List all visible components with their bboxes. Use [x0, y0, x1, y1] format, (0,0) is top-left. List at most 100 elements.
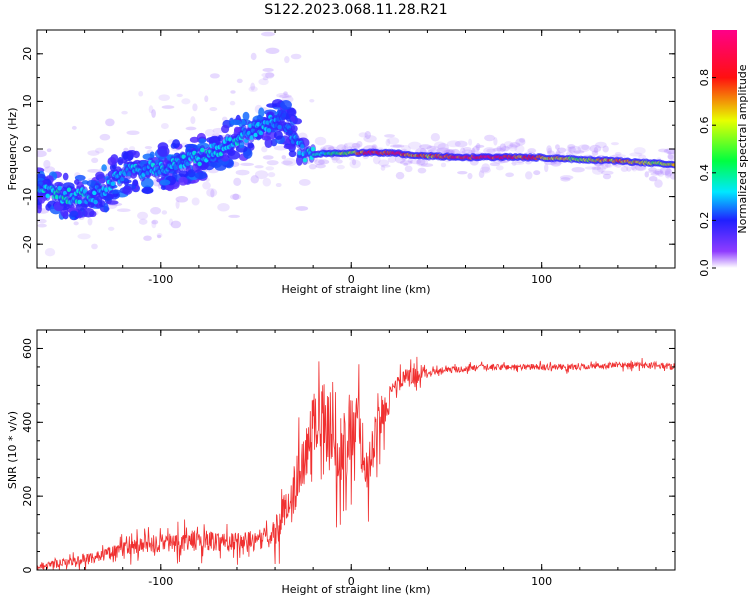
spectrum-blob: [266, 103, 278, 108]
spectrum-haze: [356, 140, 363, 148]
spectrum-haze: [258, 78, 269, 86]
spectrum-haze: [265, 47, 280, 54]
spectrum-haze: [556, 147, 567, 153]
spectrum-blob: [101, 164, 107, 172]
spectrum-haze: [409, 159, 422, 165]
spectrum-haze: [638, 154, 647, 160]
spectrum-blob: [86, 180, 97, 187]
spectrum-haze: [44, 247, 56, 257]
spectrum-haze: [71, 125, 77, 130]
spectrum-haze: [265, 166, 275, 171]
spectrum-blob: [62, 172, 69, 181]
spectrogram-xlabel: Height of straight line (km): [281, 283, 430, 296]
snr-frame: [36, 329, 676, 571]
spectrum-haze: [250, 175, 259, 184]
snr-ytick-label: 600: [21, 338, 34, 359]
spectrum-haze: [591, 150, 599, 156]
spectrum-haze: [358, 132, 368, 138]
spectrum-haze: [209, 73, 220, 79]
spectrum-haze: [519, 137, 526, 143]
spectrum-haze: [94, 147, 105, 154]
colorbar-gradient: [712, 30, 737, 268]
spectrum-haze: [416, 158, 426, 166]
colorbar-tick-label: 0.2: [698, 212, 711, 230]
spectrum-haze: [323, 144, 335, 152]
spectrum-blob: [288, 150, 297, 158]
spectrum-haze: [37, 150, 47, 158]
spectrum-haze: [156, 233, 163, 238]
spectrum-haze: [314, 159, 325, 166]
spectrum-core: [45, 193, 50, 199]
spectrum-haze: [254, 170, 269, 180]
spectrum-blob: [107, 156, 117, 166]
spectrum-haze: [385, 138, 391, 147]
spectrogram-image: [37, 31, 675, 257]
spectrum-haze: [457, 170, 468, 175]
spectrum-blob: [69, 210, 79, 218]
spectrum-haze: [602, 173, 612, 180]
spectrum-haze: [437, 142, 449, 152]
spectrum-haze: [233, 177, 242, 187]
spectrum-blob: [132, 179, 139, 187]
snr-ylabel: SNR (10 * v/v): [6, 411, 19, 489]
spectrum-haze: [331, 156, 341, 161]
spectrum-haze: [137, 211, 149, 220]
spectrum-haze: [261, 72, 275, 78]
spectrum-haze: [46, 148, 52, 153]
spectrum-haze: [667, 152, 675, 161]
spectrum-core: [93, 199, 98, 205]
spectrum-haze: [514, 144, 525, 154]
spectrum-haze: [461, 149, 475, 155]
spectrum-haze: [87, 218, 93, 226]
spectrum-blob: [38, 195, 46, 204]
spectrum-haze: [175, 200, 180, 209]
spectrum-haze: [495, 165, 504, 171]
spectrum-haze: [658, 148, 669, 153]
spectrum-haze: [240, 162, 254, 166]
spectrum-haze: [657, 170, 665, 177]
spectrum-core: [110, 181, 116, 187]
spectrum-blob: [178, 170, 189, 178]
spectrum-haze: [261, 31, 275, 37]
spectrum-haze: [581, 144, 590, 151]
spectrum-haze: [596, 165, 606, 173]
snr-xtick-label: 100: [531, 575, 552, 588]
spectrum-haze: [483, 147, 496, 155]
spectrum-core: [77, 199, 82, 205]
spectrum-haze: [343, 142, 358, 148]
spectrum-haze: [281, 160, 293, 166]
spec-ytick-label: 0: [21, 146, 34, 153]
spectrum-haze: [475, 143, 481, 151]
spectrum-haze: [290, 53, 302, 60]
spectrum-haze: [107, 226, 115, 231]
spectrum-haze: [395, 171, 405, 180]
spectrum-haze: [611, 154, 626, 158]
spectrum-haze: [390, 144, 403, 148]
spectrum-core: [173, 165, 178, 170]
spectrum-haze: [407, 141, 422, 150]
spectrum-core: [66, 187, 72, 193]
spectrum-blob: [286, 107, 297, 118]
colorbar-tick-label: 0.4: [698, 164, 711, 182]
spectrum-blob: [189, 136, 200, 143]
spectrum-haze: [99, 133, 111, 141]
spectrum-haze: [336, 164, 345, 170]
colorbar-label: Normalized spectral amplitude: [736, 64, 749, 233]
spectrum-haze: [341, 146, 348, 151]
colorbar-tick-label: 0.0: [698, 259, 711, 277]
spectrum-blob: [106, 200, 119, 205]
spectrum-haze: [351, 159, 357, 166]
spectrum-haze: [591, 166, 602, 171]
snr-panel: -100 0 100 0 200 400 600 Height of straight li…: [6, 329, 676, 596]
spectrum-haze: [283, 91, 288, 96]
spectrum-blob: [290, 115, 296, 122]
spectrum-haze: [509, 142, 521, 148]
spectrum-blob: [159, 179, 171, 186]
spectrum-haze: [573, 150, 585, 154]
snr-series-line: [37, 356, 675, 570]
spec-ytick-label: -10: [21, 188, 34, 206]
spectrum-core: [200, 147, 205, 153]
spectrum-haze: [567, 146, 576, 153]
spectrum-haze: [105, 118, 115, 127]
